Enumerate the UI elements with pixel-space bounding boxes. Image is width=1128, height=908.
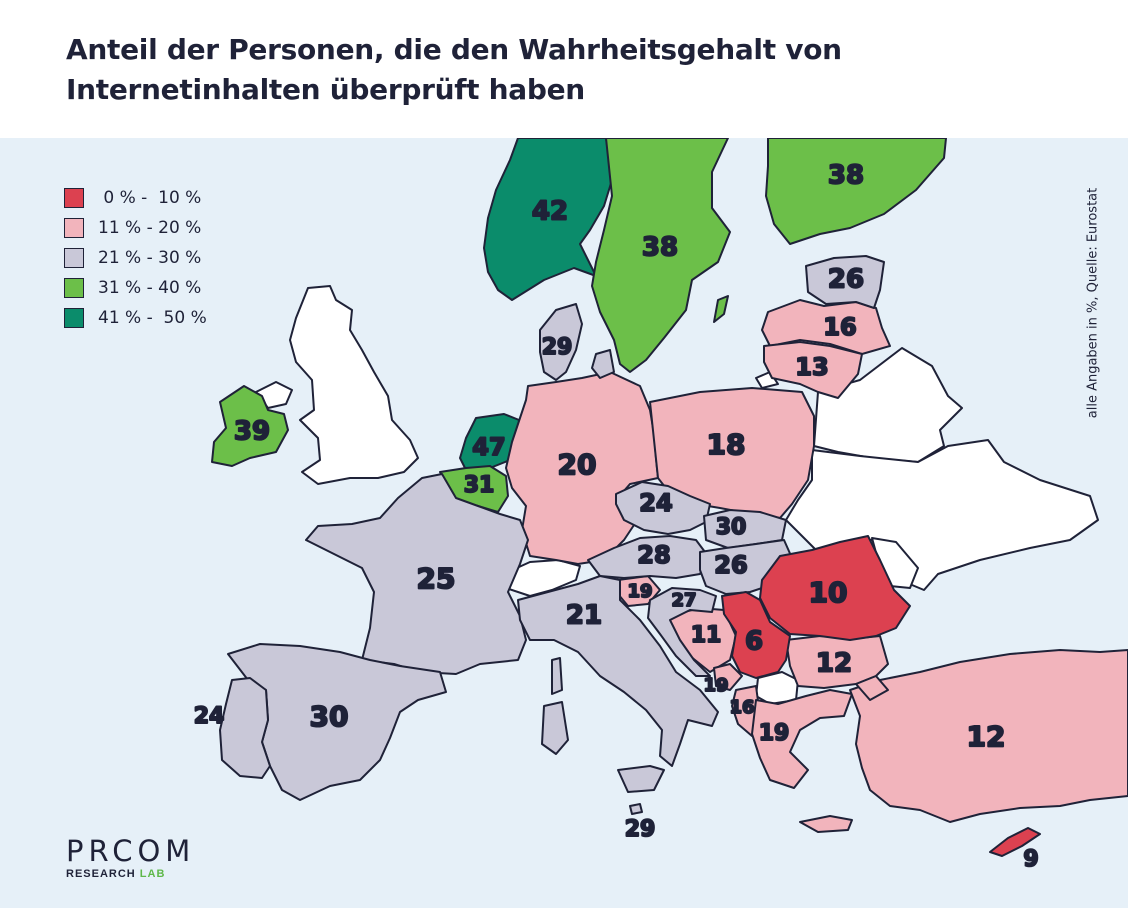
value-germany: 20 <box>558 448 597 481</box>
country-serbia <box>721 591 791 679</box>
value-sweden: 38 <box>642 233 678 263</box>
legend-item: 21 % - 30 % <box>64 243 207 273</box>
chart-title: Anteil der Personen, die den Wahrheitsge… <box>66 30 1066 110</box>
value-latvia: 16 <box>823 313 856 341</box>
country-turkey <box>849 649 1128 823</box>
legend-swatch <box>64 248 84 268</box>
value-bosnia: 11 <box>691 623 722 648</box>
zealand <box>591 349 615 379</box>
value-albania: 16 <box>729 697 754 718</box>
value-bulgaria: 12 <box>816 649 852 679</box>
value-estonia: 26 <box>828 265 864 295</box>
logo-sub-lab: LAB <box>139 868 166 880</box>
europe-map: 42 38 38 26 16 13 29 39 47 31 20 18 24 3… <box>193 138 1128 873</box>
legend-label: 31 % - 40 % <box>98 278 202 298</box>
map-area: 42 38 38 26 16 13 29 39 47 31 20 18 24 3… <box>0 138 1128 908</box>
legend-label: 0 % - 10 % <box>98 188 202 208</box>
legend-swatch <box>64 278 84 298</box>
legend-label: 11 % - 20 % <box>98 218 202 238</box>
value-spain: 30 <box>310 700 349 733</box>
title-line-1: Anteil der Personen, die den Wahrheitsge… <box>66 33 842 66</box>
ukraine <box>785 439 1099 591</box>
value-croatia: 27 <box>671 590 696 611</box>
value-slovenia: 19 <box>627 581 652 602</box>
country-cyprus <box>989 827 1041 857</box>
country-ireland <box>211 385 289 467</box>
legend-item: 41 % - 50 % <box>64 303 207 333</box>
corsica <box>551 657 563 695</box>
crete <box>799 815 853 833</box>
legend: 0 % - 10 % 11 % - 20 % 21 % - 30 % 31 % … <box>64 183 207 333</box>
value-norway: 42 <box>532 197 568 227</box>
value-denmark: 29 <box>542 335 573 360</box>
legend-item: 0 % - 10 % <box>64 183 207 213</box>
value-montenegro: 19 <box>703 675 728 696</box>
value-czechia: 24 <box>639 489 672 517</box>
country-czechia <box>615 481 711 535</box>
value-greece: 19 <box>759 721 790 746</box>
sardinia <box>541 701 569 755</box>
country-estonia <box>805 255 885 309</box>
united-kingdom <box>289 285 419 485</box>
value-hungary: 26 <box>714 551 747 579</box>
country-germany <box>505 371 659 565</box>
country-montenegro <box>713 663 743 691</box>
country-italy <box>517 575 719 767</box>
country-lithuania <box>763 341 863 399</box>
legend-swatch <box>64 308 84 328</box>
legend-swatch <box>64 218 84 238</box>
prcom-logo: PRCOM RESEARCH LAB <box>66 836 195 880</box>
value-lithuania: 13 <box>795 353 828 381</box>
logo-wordmark: PRCOM <box>66 834 196 868</box>
value-romania: 10 <box>809 576 848 609</box>
value-cyprus: 9 <box>1023 847 1038 872</box>
gotland <box>713 295 729 323</box>
country-greece <box>751 689 853 789</box>
country-finland <box>765 138 947 245</box>
value-turkey: 12 <box>967 720 1006 753</box>
value-france: 25 <box>417 562 456 595</box>
value-ireland: 39 <box>234 417 270 447</box>
source-note: alle Angaben in %, Quelle: Eurostat <box>1083 178 1103 428</box>
value-poland: 18 <box>707 428 746 461</box>
logo-sub-research: RESEARCH <box>66 868 140 880</box>
country-denmark <box>539 303 583 381</box>
value-malta: 29 <box>625 817 656 842</box>
sicily <box>617 765 665 793</box>
country-france <box>305 473 529 675</box>
value-portugal: 24 <box>194 704 225 729</box>
turkey-thrace <box>855 675 889 701</box>
legend-item: 11 % - 20 % <box>64 213 207 243</box>
source-text: alle Angaben in %, Quelle: Eurostat <box>1085 187 1101 419</box>
legend-label: 41 % - 50 % <box>98 308 207 328</box>
country-sweden <box>591 138 731 373</box>
value-finland: 38 <box>828 161 864 191</box>
country-croatia <box>647 587 717 677</box>
logo-subline: RESEARCH LAB <box>66 868 195 880</box>
value-belgium: 31 <box>464 473 495 498</box>
title-line-2: Internetinhalten überprüft haben <box>66 73 585 106</box>
country-romania <box>759 535 911 641</box>
belarus <box>813 347 963 463</box>
country-portugal <box>219 677 271 779</box>
value-serbia: 6 <box>745 627 763 657</box>
switzerland <box>505 559 581 597</box>
value-slovakia: 30 <box>716 515 747 540</box>
legend-item: 31 % - 40 % <box>64 273 207 303</box>
legend-swatch <box>64 188 84 208</box>
value-italy: 21 <box>566 601 602 631</box>
country-malta <box>629 803 643 815</box>
country-norway <box>483 138 613 301</box>
value-netherlands: 47 <box>472 433 505 461</box>
value-austria: 28 <box>637 541 670 569</box>
legend-label: 21 % - 30 % <box>98 248 202 268</box>
